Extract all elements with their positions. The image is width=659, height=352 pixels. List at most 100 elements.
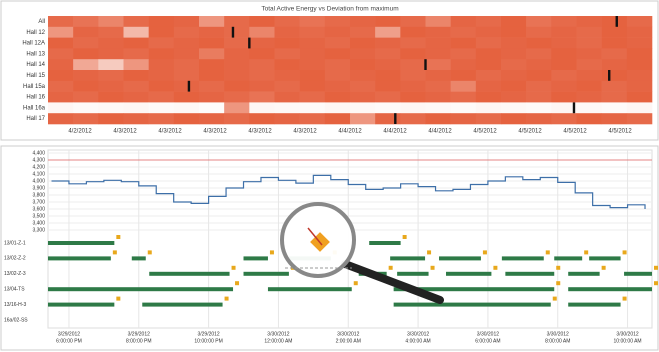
heat-cell: [48, 48, 73, 59]
task-bar: [589, 256, 620, 260]
event-icon: [623, 297, 627, 301]
heat-cell: [451, 27, 476, 38]
x-tick-label: 12:00:00 AM: [264, 338, 292, 344]
heat-cell: [501, 113, 526, 124]
event-icon: [483, 250, 487, 254]
heat-cell: [426, 70, 451, 81]
heat-cell: [249, 113, 274, 124]
heat-cell: [526, 113, 551, 124]
event-icon: [389, 266, 393, 270]
x-tick-label: 4/3/2012: [248, 129, 272, 135]
heat-cell: [98, 102, 123, 113]
heat-cell: [300, 92, 325, 103]
task-label: 13/16-H-3: [4, 302, 26, 308]
heat-cell: [526, 48, 551, 59]
y-tick-label: 3,900: [32, 185, 45, 191]
task-bar: [439, 256, 481, 260]
event-icon: [623, 250, 627, 254]
heat-cell: [149, 48, 174, 59]
heat-cell: [249, 16, 274, 27]
heat-cell: [501, 92, 526, 103]
heat-cell: [300, 48, 325, 59]
task-bar: [244, 256, 268, 260]
heat-marker: [573, 102, 575, 113]
heat-marker: [188, 81, 190, 92]
heat-cell: [300, 38, 325, 49]
heat-cell: [627, 92, 652, 103]
heat-cell: [451, 92, 476, 103]
heat-cell: [98, 113, 123, 124]
heat-cell: [400, 16, 425, 27]
y-tick-label: 3,800: [32, 192, 45, 198]
heat-cell: [426, 81, 451, 92]
x-tick-label: 3/30/2012: [267, 331, 289, 337]
heat-cell: [350, 102, 375, 113]
heat-cell: [602, 27, 627, 38]
x-tick-label: 3/30/2012: [407, 331, 429, 337]
heat-cell: [300, 16, 325, 27]
heat-cell: [174, 38, 199, 49]
heat-cell: [98, 38, 123, 49]
heat-cell: [501, 70, 526, 81]
task-bar: [568, 287, 652, 291]
heat-cell: [73, 48, 98, 59]
heat-cell: [249, 27, 274, 38]
x-tick-label: 10:00:00 AM: [614, 338, 642, 344]
heat-cell: [551, 81, 576, 92]
event-icon: [113, 250, 117, 254]
heat-cell: [451, 38, 476, 49]
heat-cell: [73, 113, 98, 124]
heat-cell: [551, 16, 576, 27]
x-tick-label: 6:00:00 AM: [475, 338, 500, 344]
heat-cell: [73, 81, 98, 92]
heat-cell: [98, 59, 123, 70]
heat-cell: [426, 48, 451, 59]
heat-cell: [476, 113, 501, 124]
event-icon: [602, 266, 606, 270]
heat-cell: [124, 81, 149, 92]
heat-cell: [350, 27, 375, 38]
heat-cell: [551, 59, 576, 70]
heat-cell: [501, 102, 526, 113]
event-icon: [403, 235, 407, 239]
heat-cell: [300, 81, 325, 92]
heat-cell: [275, 113, 300, 124]
x-tick-label: 4/5/2012: [608, 129, 632, 135]
heat-cell: [577, 59, 602, 70]
dashboard: Total Active Energy vs Deviation from ma…: [0, 0, 659, 352]
heat-cell: [501, 16, 526, 27]
heat-cell: [602, 92, 627, 103]
heat-cell: [350, 70, 375, 81]
heat-cell: [249, 102, 274, 113]
y-tick-label: 3,300: [32, 227, 45, 233]
heat-cell: [526, 70, 551, 81]
event-icon: [116, 235, 120, 239]
heat-cell: [174, 92, 199, 103]
heat-cell: [627, 16, 652, 27]
heat-cell: [73, 59, 98, 70]
x-tick-label: 4/5/2012: [563, 129, 587, 135]
heat-cell: [275, 59, 300, 70]
heat-cell: [124, 59, 149, 70]
x-tick-label: 8:00:00 AM: [545, 338, 570, 344]
task-bar: [624, 272, 652, 276]
y-tick-label: 4,100: [32, 171, 45, 177]
heat-cell: [350, 48, 375, 59]
heat-cell: [476, 70, 501, 81]
heat-cell: [98, 81, 123, 92]
heat-cell: [124, 48, 149, 59]
heat-cell: [400, 92, 425, 103]
heat-cell: [275, 92, 300, 103]
heat-cell: [577, 70, 602, 81]
heat-cell: [602, 59, 627, 70]
heat-cell: [325, 70, 350, 81]
heat-cell: [149, 81, 174, 92]
x-tick-label: 4/3/2012: [293, 129, 317, 135]
heat-cell: [602, 38, 627, 49]
event-icon: [232, 266, 236, 270]
heat-cell: [476, 27, 501, 38]
heat-cell: [174, 48, 199, 59]
y-tick-label: 4,300: [32, 157, 45, 163]
heat-cell: [526, 27, 551, 38]
heat-cell: [300, 113, 325, 124]
